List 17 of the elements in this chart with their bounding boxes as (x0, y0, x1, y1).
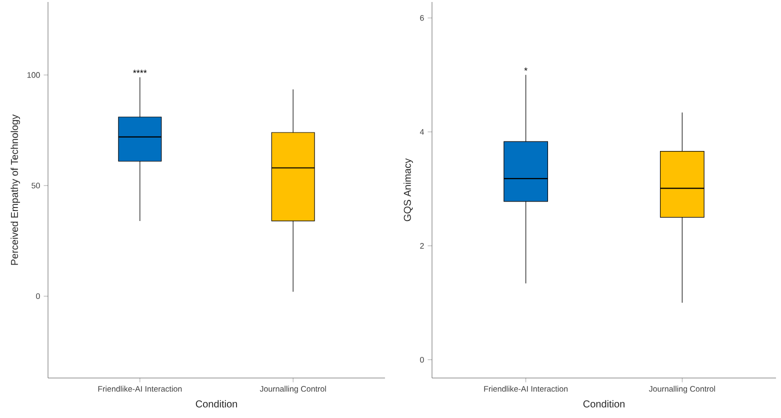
x-tick-label: Journalling Control (648, 386, 715, 394)
y-tick-label: 50 (32, 182, 40, 188)
y-tick-label: 6 (420, 15, 424, 21)
y-tick-label: 2 (420, 243, 424, 249)
y-tick-label: 0 (420, 356, 424, 363)
y-tick-label: 100 (27, 72, 40, 78)
y-axis-title: Perceived Empathy of Technology (10, 114, 20, 265)
x-axis-title: Condition (196, 400, 237, 408)
x-tick-label: Friendlike-AI Interaction (98, 386, 182, 392)
annotation: * (524, 68, 528, 71)
y-axis-title: GQS Animacy (404, 158, 413, 222)
annotation: **** (133, 70, 147, 73)
y-tick-label: 4 (420, 129, 424, 135)
x-tick-label: Friendlike-AI Interaction (484, 386, 568, 392)
y-tick-label: 0 (36, 293, 40, 299)
x-tick-label: Journalling Control (260, 386, 326, 394)
x-axis-title: Condition (583, 400, 624, 408)
